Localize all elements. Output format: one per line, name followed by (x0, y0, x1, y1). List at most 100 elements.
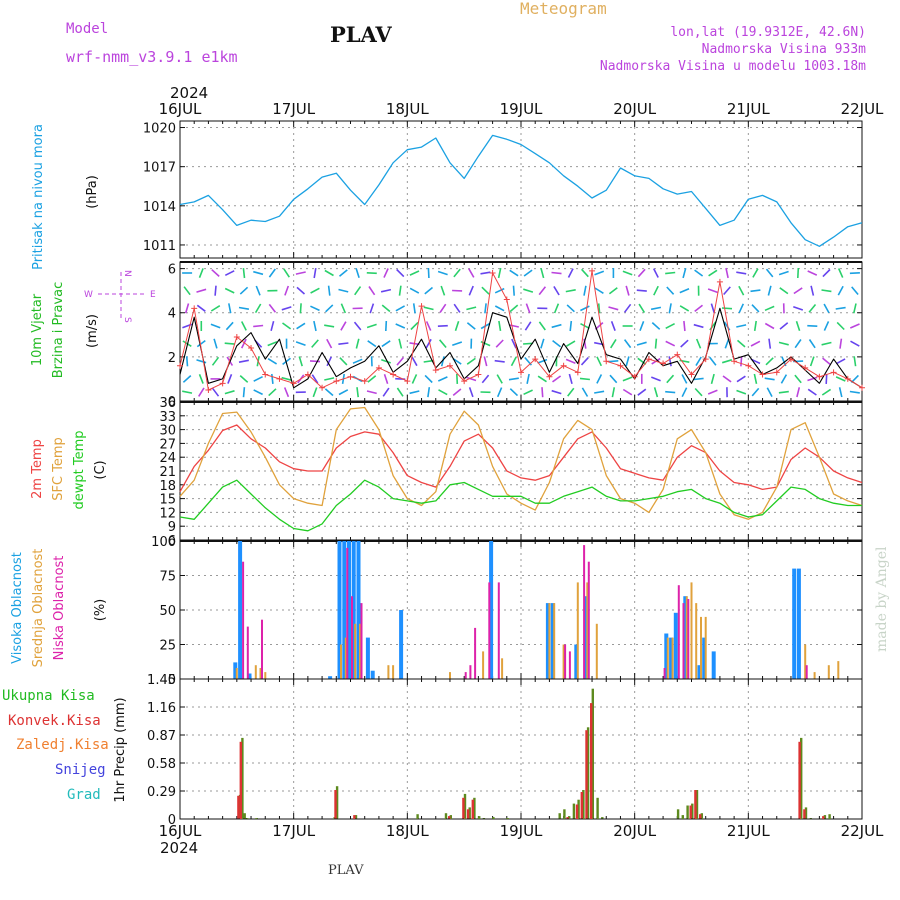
wind-direction-arrow (468, 387, 474, 398)
cloud-high-bar (669, 637, 674, 679)
wind-direction-arrow (693, 323, 704, 329)
precip-convective-bar (694, 790, 697, 819)
cloud-low-bar (682, 603, 685, 679)
wind-gust-marker (816, 373, 823, 380)
wind-direction-arrow (326, 356, 333, 367)
wind-direction-arrow (721, 307, 733, 310)
wind-direction-arrow (438, 389, 448, 396)
cloud-mid-bar (254, 665, 257, 679)
wind-direction-arrow (825, 373, 828, 384)
wind-direction-arrow (541, 387, 544, 398)
wind-gust-marker (631, 373, 638, 380)
wind-direction-arrow (552, 375, 562, 383)
bottom-x-tick-label: 21JUL (727, 822, 770, 840)
wind-direction-arrow (466, 376, 477, 382)
wind-gust-marker (844, 375, 851, 382)
cloud-low-bar (677, 585, 680, 679)
pressure-frame (179, 120, 863, 259)
wind-gust-marker (262, 371, 269, 378)
cloud-ylabel-low: Niska Oblacnost (52, 556, 67, 661)
cloud-high-bar (711, 651, 716, 679)
temp-ylabel-2m: 2m Temp (30, 439, 45, 499)
wind-direction-arrow (508, 377, 519, 381)
wind-direction-arrow (752, 268, 759, 278)
wind-ylabel-line1: 10m Vjetar (30, 293, 45, 366)
cloud-mid-bar (259, 668, 262, 679)
wind-direction-arrow (849, 390, 860, 394)
cloud-high-bar (574, 644, 579, 679)
precip-legend-freezing: Zaledj.Kisa (16, 737, 109, 753)
cloud-mid-bar (576, 582, 579, 679)
temp-dewpt-line (179, 479, 862, 532)
wind-direction-arrow (409, 287, 420, 294)
wind-direction-arrow (793, 287, 803, 295)
wind-direction-arrow (411, 374, 418, 384)
wind-direction-arrow (352, 358, 363, 364)
wind-direction-arrow (609, 374, 618, 384)
wind-direction-arrow (411, 356, 418, 367)
wind-direction-arrow (795, 320, 801, 331)
cloud-mid-bar (837, 661, 840, 679)
wind-direction-arrow (808, 339, 816, 349)
cloud-mid-bar (264, 672, 267, 679)
pressure-ylabel: Pritisak na nivou mora (hPa) (31, 124, 100, 270)
wind-direction-arrow (680, 339, 689, 348)
wind-direction-arrow (723, 286, 731, 296)
wind-direction-arrow (296, 286, 306, 295)
precip-total-bar (492, 817, 495, 819)
wind-direction-arrow (196, 288, 207, 293)
wind-direction-arrow (837, 268, 844, 278)
cloud-ylabel-mid: Srednja Oblacnost (31, 549, 46, 668)
wind-direction-arrow (224, 270, 235, 277)
precip-total-bar (568, 816, 571, 819)
cloud-high-bar (238, 541, 243, 679)
wind-direction-arrow (837, 285, 844, 296)
wind-direction-arrow (738, 285, 745, 296)
precip-total-bar (572, 803, 576, 819)
wind-direction-arrow (255, 285, 261, 296)
wind-gust-marker (503, 296, 510, 303)
cloud-mid-bar (827, 665, 830, 679)
wind-direction-arrow (523, 288, 534, 293)
wind-direction-arrow (382, 387, 390, 397)
wind-direction-arrow (512, 285, 515, 296)
wind-direction-arrow (525, 303, 531, 314)
wind-direction-arrow (338, 269, 348, 277)
temp-2m-line (179, 424, 863, 493)
wind-gust-marker (617, 362, 624, 369)
wind-direction-arrow (608, 287, 618, 295)
wind-direction-arrow (268, 268, 276, 278)
wind-direction-arrow (310, 305, 320, 312)
wind-gust-marker (375, 364, 382, 371)
precip-legend-total: Ukupna Kisa (2, 688, 95, 704)
wind-gust-marker (688, 371, 695, 378)
wind-gust-marker (702, 356, 709, 363)
pressure-ylabel-unit: (hPa) (85, 175, 100, 209)
wind-direction-arrow (636, 289, 647, 292)
wind-direction-arrow (211, 356, 220, 366)
precip-legend-graupel: Grad (67, 787, 101, 803)
wind-direction-arrow (796, 387, 801, 398)
precip-convective-bar (590, 703, 593, 819)
temp-sfc-line (179, 406, 863, 520)
wind-direction-arrow (666, 286, 675, 295)
precipitation-frame (179, 678, 863, 820)
wind-direction-arrow (596, 374, 603, 384)
wind-gust-marker (404, 378, 411, 385)
wind-gust-marker (518, 369, 524, 376)
wind-direction-arrow (198, 387, 205, 397)
precip-total-bar (463, 793, 467, 819)
cloud-low-bar (587, 561, 590, 679)
wind-direction-arrow (227, 374, 233, 384)
wind-direction-arrow (424, 374, 433, 384)
wind-gust-marker (546, 373, 553, 380)
wind-direction-arrow (437, 376, 448, 382)
cloud-y-tick-label: 50 (159, 604, 176, 619)
precip-total-bar (586, 727, 590, 819)
cloud-mid-bar (548, 603, 551, 679)
wind-direction-arrow (807, 388, 817, 396)
wind-direction-arrow (722, 375, 732, 383)
model-label: Model (66, 21, 108, 37)
cloud-high-bar (545, 603, 550, 679)
wind-direction-arrow (797, 267, 800, 279)
